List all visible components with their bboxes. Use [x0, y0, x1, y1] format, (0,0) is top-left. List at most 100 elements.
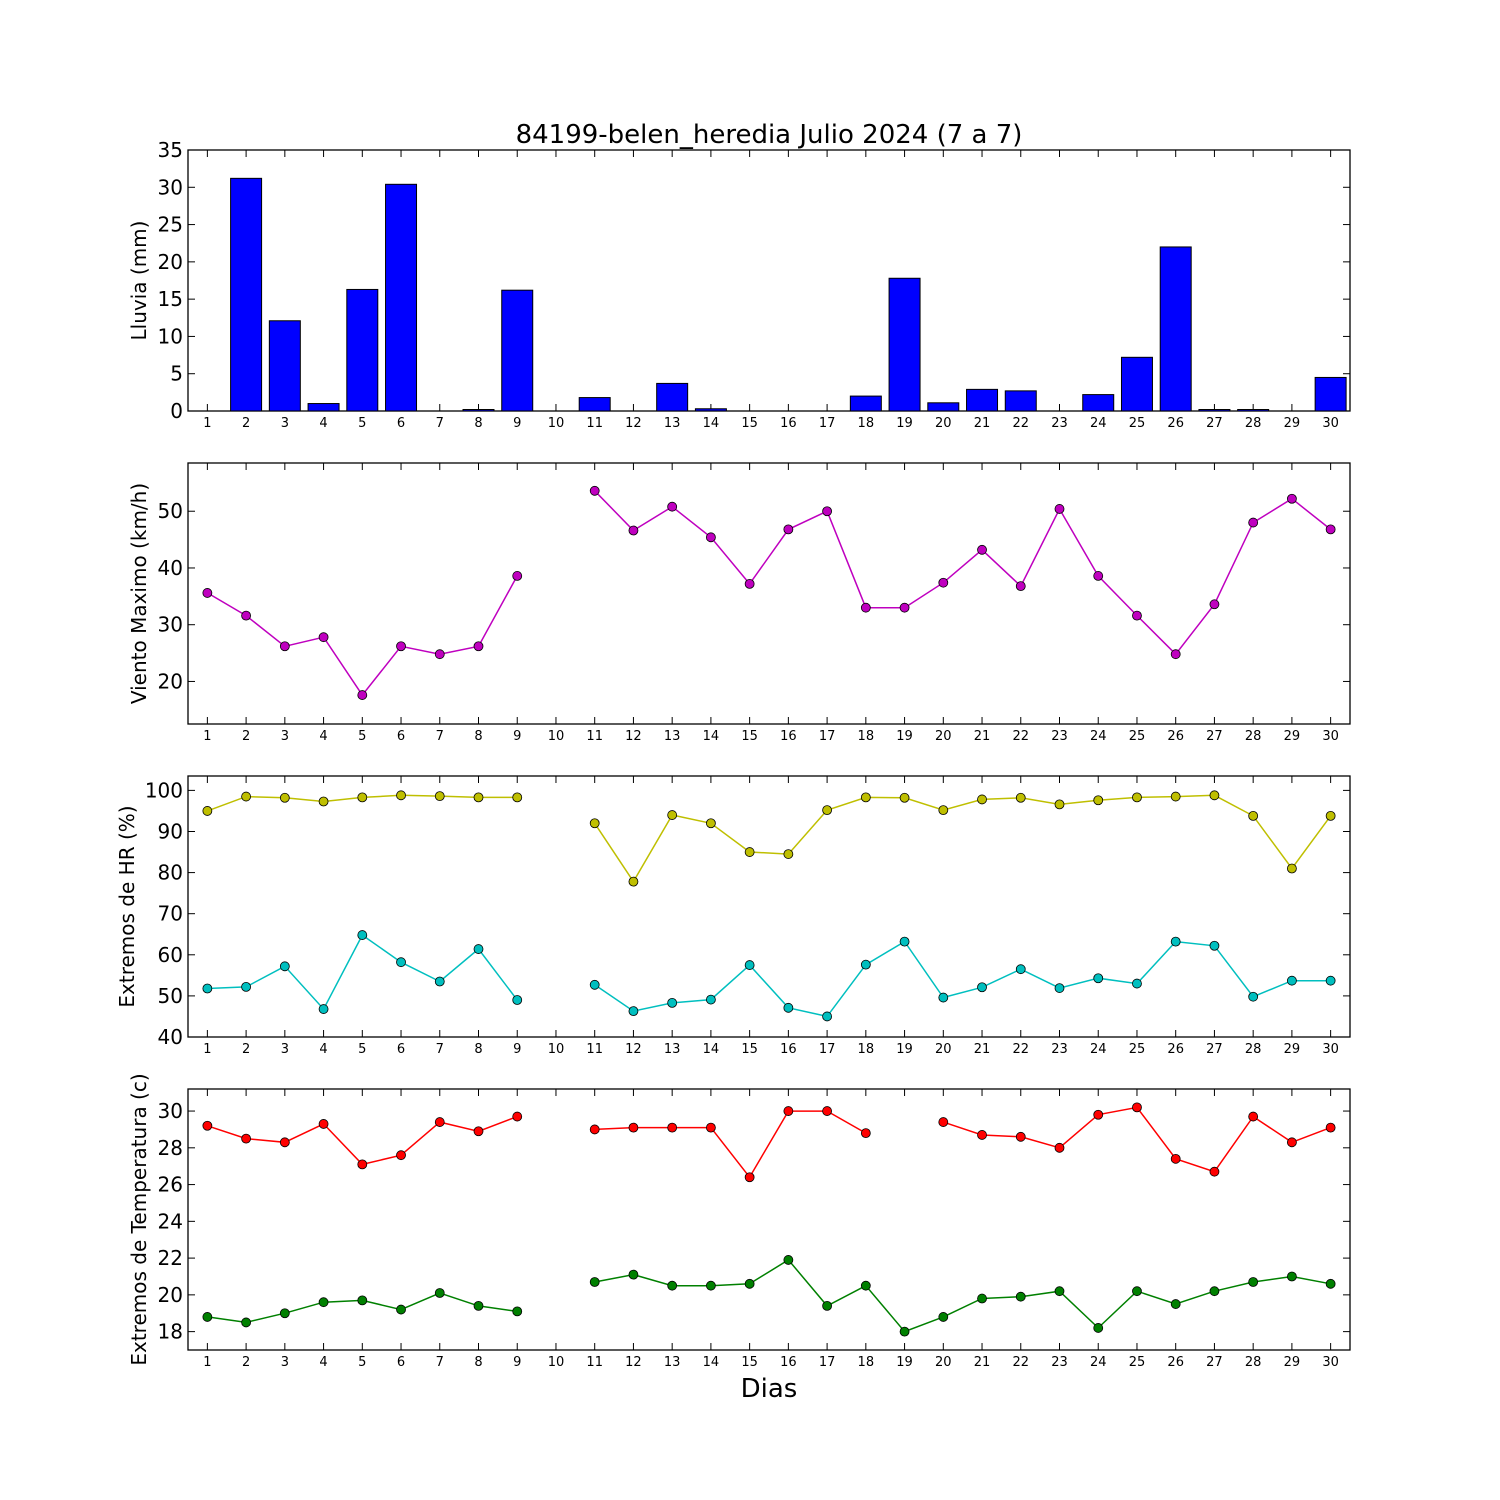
temperature-series-2-point — [628, 1269, 639, 1280]
rain-bar — [268, 320, 301, 412]
temperature-series-2-point — [667, 1280, 678, 1291]
temperature-series-1-point — [589, 1124, 600, 1135]
y-tick-label: 40 — [158, 1025, 183, 1049]
x-tick-label: 7 — [436, 1042, 444, 1057]
x-tick-label: 26 — [1167, 1042, 1184, 1057]
humidity-series-2-point — [1209, 940, 1220, 951]
humidity-series-1-point — [860, 792, 871, 803]
x-tick-label: 14 — [703, 416, 720, 431]
temperature-series-2-point — [1054, 1286, 1065, 1297]
humidity-series-1-point — [202, 806, 213, 816]
humidity-series-2-point — [744, 960, 755, 970]
x-tick-label: 14 — [703, 1042, 720, 1057]
wind-series-1-point — [783, 524, 794, 535]
x-tick-label: 6 — [397, 1042, 405, 1057]
humidity-series-1-point — [589, 818, 600, 829]
y-tick-label: 30 — [158, 1099, 183, 1123]
y-tick-label: 50 — [158, 499, 183, 523]
temperature-series-1-point — [1287, 1137, 1297, 1148]
x-tick-label: 17 — [819, 1042, 836, 1057]
humidity-series-1-point — [1132, 792, 1142, 803]
x-tick-label: 27 — [1206, 1355, 1223, 1370]
x-tick-label: 7 — [436, 1355, 444, 1370]
x-tick-label: 25 — [1129, 729, 1146, 744]
humidity-series-2-point — [1170, 936, 1181, 947]
humidity-series-2-point — [1325, 975, 1336, 986]
rain-bar — [966, 388, 999, 412]
humidity-series-1-point — [473, 792, 484, 803]
temperature-series-2-point — [744, 1278, 755, 1289]
rain-bar — [1159, 246, 1192, 412]
temperature-series-2-point — [1209, 1286, 1220, 1297]
humidity-series-2-point — [628, 1006, 639, 1017]
x-tick-label: 24 — [1090, 1042, 1107, 1057]
rain-bar — [1004, 390, 1037, 412]
y-tick-label: 20 — [158, 1283, 183, 1307]
humidity-series-2-point — [977, 982, 987, 993]
x-tick-label: 28 — [1245, 1355, 1262, 1370]
x-tick-label: 12 — [625, 1355, 642, 1370]
y-tick-label: 40 — [158, 556, 183, 580]
x-tick-label: 15 — [741, 416, 758, 431]
temperature-series-1-point — [512, 1111, 523, 1122]
y-tick-label: 20 — [158, 669, 183, 693]
temperature-series-2-point — [1248, 1277, 1259, 1287]
x-tick-label: 22 — [1012, 729, 1029, 744]
y-tick-label: 60 — [158, 943, 183, 967]
rain-bar — [578, 397, 611, 412]
x-tick-label: 21 — [974, 729, 991, 744]
x-tick-label: 16 — [780, 729, 797, 744]
x-tick-label: 23 — [1051, 1355, 1068, 1370]
x-tick-label: 19 — [896, 729, 913, 744]
x-tick-label: 13 — [664, 1042, 681, 1057]
x-tick-label: 29 — [1284, 416, 1301, 431]
rain-bar — [307, 403, 340, 412]
x-tick-label: 19 — [896, 416, 913, 431]
temperature-series-2-point — [706, 1280, 716, 1291]
temperature-series-1-point — [241, 1133, 252, 1144]
temperature-series-2-point — [202, 1312, 213, 1322]
x-tick-label: 16 — [780, 1042, 797, 1057]
humidity-series-1-point — [667, 810, 678, 820]
x-tick-label: 16 — [780, 1355, 797, 1370]
y-tick-label: 100 — [145, 778, 183, 802]
x-tick-label: 8 — [474, 1042, 482, 1057]
y-axis-label: Viento Maximo (km/h) — [127, 483, 151, 704]
temperature-series-1-line — [207, 1115, 518, 1166]
x-tick-label: 25 — [1129, 416, 1146, 431]
y-axis-label: Lluvia (mm) — [127, 221, 151, 341]
x-tick-label: 22 — [1012, 1042, 1029, 1057]
x-tick-label: 11 — [586, 416, 603, 431]
wind-series-1-point — [1015, 581, 1026, 592]
x-tick-label: 18 — [858, 1042, 875, 1057]
x-tick-label: 28 — [1245, 729, 1262, 744]
x-tick-label: 20 — [935, 1355, 952, 1370]
humidity-series-1-point — [512, 792, 523, 803]
x-tick-label: 10 — [548, 729, 565, 744]
wind-series-1-point — [977, 544, 987, 555]
wind-series-1-point — [938, 577, 949, 588]
humidity-series-2-point — [589, 979, 600, 990]
x-tick-label: 1 — [203, 729, 211, 744]
temperature-series-2-point — [241, 1317, 252, 1328]
humidity-series-1-point — [1170, 791, 1181, 802]
y-axis-label: Extremos de HR (%) — [115, 805, 139, 1007]
temperature-series-1-point — [783, 1106, 794, 1116]
temperature-series-2-point — [1287, 1271, 1297, 1282]
temperature-series-2-point — [589, 1277, 600, 1287]
wind-series-1-point — [357, 690, 368, 700]
temperature-series-1-point — [1132, 1102, 1142, 1113]
x-tick-label: 29 — [1284, 729, 1301, 744]
wind-series-1-point — [1093, 571, 1104, 581]
temperature-series-2-point — [1093, 1323, 1104, 1333]
wind-series-1-point — [1054, 504, 1065, 514]
temperature-series-2-point — [977, 1293, 987, 1304]
x-tick-label: 28 — [1245, 1042, 1262, 1057]
temperature-series-1-point — [628, 1122, 639, 1133]
wind-series-1-point — [241, 610, 252, 621]
y-tick-label: 50 — [158, 984, 183, 1008]
plot-frame — [187, 775, 1351, 1038]
humidity-series-2-point — [822, 1011, 832, 1022]
